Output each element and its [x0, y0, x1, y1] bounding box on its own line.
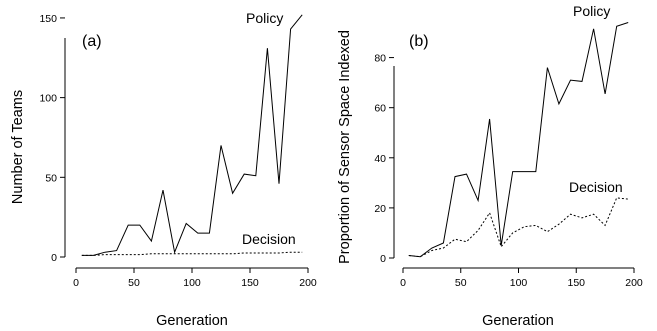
y-axis-label: Proportion of Sensor Space Indexed — [337, 30, 353, 264]
series-line-decision — [408, 197, 629, 258]
series-lines — [81, 14, 303, 256]
series-lines — [408, 22, 629, 258]
x-ticks: 0 50 100 150 200 — [400, 268, 643, 289]
x-axis-label: Generation — [482, 313, 554, 329]
y-tick-label: 80 — [374, 53, 386, 65]
x-tick-label: 0 — [73, 277, 79, 289]
y-tick-label: 100 — [39, 93, 57, 105]
x-tick-label: 200 — [299, 277, 317, 289]
y-tick-label: 0 — [51, 252, 57, 264]
x-tick-label: 100 — [183, 277, 201, 289]
y-tick-label: 60 — [374, 103, 386, 115]
series-line-policy — [408, 22, 629, 258]
y-tick-label: 40 — [374, 153, 386, 165]
y-tick-label: 150 — [39, 13, 57, 25]
x-axis-label: Generation — [156, 313, 228, 329]
y-tick-label: 20 — [374, 203, 386, 215]
y-axis-label: Number of Teams — [10, 90, 26, 204]
x-tick-label: 100 — [510, 277, 528, 289]
y-tick-label: 50 — [45, 172, 57, 184]
panel-tag: (a) — [82, 33, 102, 50]
y-ticks: 0 50 100 150 — [39, 13, 65, 264]
series-label-policy: Policy — [246, 10, 283, 26]
series-label-policy: Policy — [573, 3, 610, 19]
x-tick-label: 200 — [625, 277, 643, 289]
series-label-decision: Decision — [242, 231, 296, 247]
x-tick-label: 0 — [400, 277, 406, 289]
x-tick-label: 50 — [455, 277, 467, 289]
x-tick-label: 50 — [128, 277, 140, 289]
chart-panel-a: 0 50 100 150 0 50 100 150 200 (a) Policy Decisi… — [10, 10, 317, 329]
x-ticks: 0 50 100 150 200 — [73, 268, 317, 289]
x-tick-label: 150 — [567, 277, 585, 289]
series-line-decision — [81, 251, 303, 256]
panel-tag: (b) — [409, 33, 429, 50]
x-tick-label: 150 — [241, 277, 259, 289]
chart-panel-b: 0 20 40 60 80 0 50 100 150 200 (b) Policy Decisi… — [337, 3, 643, 329]
y-tick-label: 0 — [380, 253, 386, 265]
y-ticks: 0 20 40 60 80 — [374, 53, 394, 265]
series-line-policy — [81, 14, 303, 256]
series-label-decision: Decision — [569, 179, 623, 195]
